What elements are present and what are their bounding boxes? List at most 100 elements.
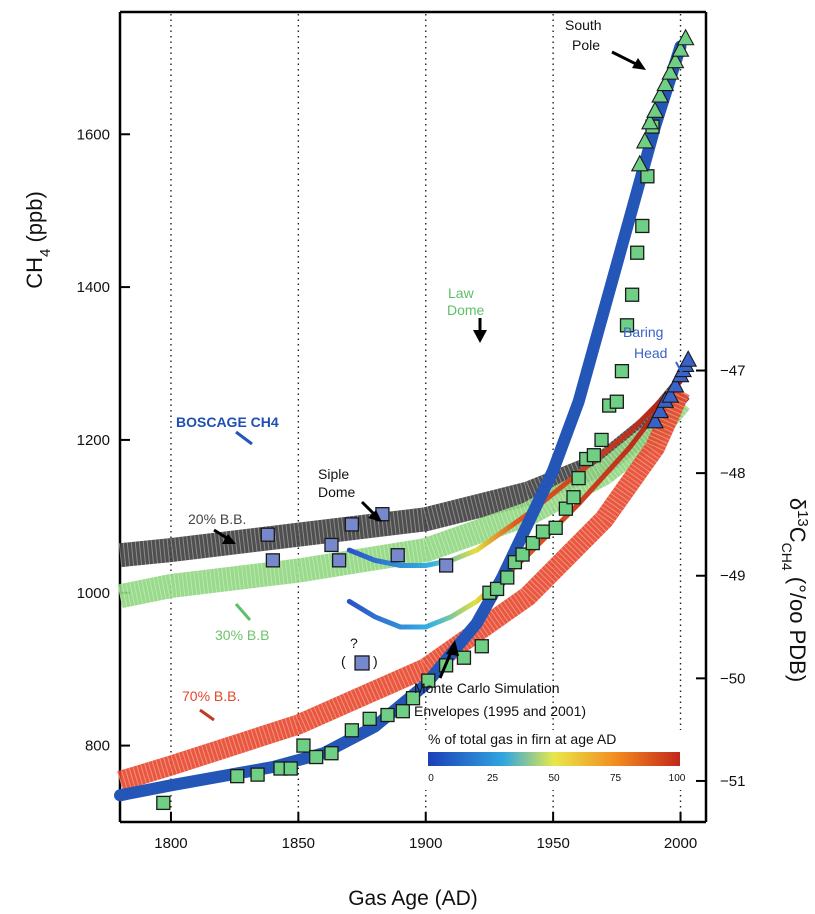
left-tick-label-1400: 1400 xyxy=(77,279,110,296)
point-law-dome-32 xyxy=(609,394,624,409)
series-monte-carlo-8 xyxy=(346,378,683,568)
colorbar-tick-75: 75 xyxy=(610,773,622,784)
svg-text:Pole: Pole xyxy=(572,37,600,53)
point-baring-head-3 xyxy=(661,386,680,403)
point-baring-head-1 xyxy=(651,401,670,419)
point-law-dome-33 xyxy=(614,364,630,379)
point-law-dome-34 xyxy=(619,318,635,333)
point-south-pole-2 xyxy=(641,112,659,130)
point-law-dome-1 xyxy=(230,769,245,784)
x-tick-label-1950: 1950 xyxy=(536,835,569,852)
svg-text:30% B.B: 30% B.B xyxy=(215,627,269,643)
point-law-dome-7 xyxy=(324,746,339,761)
point-law-dome-35 xyxy=(624,287,640,302)
boscage-series xyxy=(114,40,687,802)
point-law-dome-9 xyxy=(362,711,377,726)
x-tick-label-1800: 1800 xyxy=(154,835,187,852)
svg-text:Head: Head xyxy=(634,345,667,361)
svg-text:South: South xyxy=(565,17,602,33)
x-axis-ticks: 1800 1850 1900 1950 2000 xyxy=(154,812,697,852)
point-law-dome-6 xyxy=(309,749,324,765)
annotation-outlier: ? ( ) xyxy=(341,635,378,669)
point-law-dome-13 xyxy=(421,673,436,688)
svg-text:Baring: Baring xyxy=(623,324,663,340)
point-law-dome-18 xyxy=(489,581,505,597)
svg-text:CH4 (ppb): CH4 (ppb) xyxy=(22,191,54,289)
series-boscage-ch4 xyxy=(114,40,687,802)
point-baring-head-4 xyxy=(666,375,685,393)
point-siple-dome-0 xyxy=(260,527,275,542)
x-axis-label: Gas Age (AD) xyxy=(348,887,478,910)
point-law-dome-11 xyxy=(395,704,410,719)
right-tick-label--47: −47 xyxy=(720,363,745,380)
annotation-boscage: BOSCAGE CH4 xyxy=(176,414,279,446)
left-axis-ticks: 800 1000 1200 1400 1600 xyxy=(77,126,130,755)
point-siple-dome-3 xyxy=(331,553,347,568)
point-law-dome-37 xyxy=(635,218,650,234)
x-tick-label-1900: 1900 xyxy=(409,835,442,852)
point-south-pole-6 xyxy=(661,62,680,80)
point-siple-dome-6 xyxy=(390,548,405,563)
right-axis-label-sub: CH4 xyxy=(779,543,795,571)
annotation-siple-dome: Siple Dome xyxy=(318,466,382,522)
left-tick-label-1000: 1000 xyxy=(77,585,110,602)
point-law-dome-30 xyxy=(594,432,609,448)
point-law-dome-29 xyxy=(586,448,602,463)
point-law-dome-27 xyxy=(571,470,586,486)
point-south-pole-8 xyxy=(671,40,690,57)
x-tick-label-2000: 2000 xyxy=(664,835,697,852)
point-south-pole-4 xyxy=(651,85,670,103)
right-axis-label: δ13CCH4 (°/oo PDB) xyxy=(779,498,811,682)
point-law-dome-8 xyxy=(344,723,360,738)
right-tick-label--49: −49 xyxy=(720,568,745,585)
annotation-monte-carlo: Monte Carlo Simulation Envelopes (1995 a… xyxy=(414,640,586,719)
right-axis-ticks: −47 −48 −49 −50 −51 xyxy=(696,363,745,790)
colorbar-tick-100: 100 xyxy=(669,773,686,784)
left-axis-label-sub: 4 xyxy=(37,249,54,257)
left-axis-label-unit: (ppb) xyxy=(22,191,47,242)
series-monte-carlo-9 xyxy=(346,378,683,630)
point-law-dome-15 xyxy=(456,650,472,665)
point-law-dome-12 xyxy=(405,691,421,706)
annotation-20bb: 20% B.B. xyxy=(188,511,246,544)
point-law-dome-25 xyxy=(558,501,574,516)
point-outlier xyxy=(354,655,370,671)
point-law-dome-38 xyxy=(640,169,655,184)
point-law-dome-23 xyxy=(535,524,551,539)
annotation-30bb: 30% B.B xyxy=(215,603,269,643)
point-law-dome-26 xyxy=(566,490,581,505)
svg-text:Law: Law xyxy=(448,285,475,301)
svg-text:Siple: Siple xyxy=(318,466,349,482)
point-south-pole-5 xyxy=(656,74,675,92)
point-law-dome-36 xyxy=(630,245,645,260)
point-baring-head-8 xyxy=(679,350,698,367)
right-axis-label-c: C xyxy=(785,527,810,543)
svg-text:20% B.B.: 20% B.B. xyxy=(188,511,246,527)
colorbar-title: % of total gas in firn at age AD xyxy=(428,731,616,747)
right-axis-label-unit: (°/oo PDB) xyxy=(785,577,810,682)
point-baring-head-0 xyxy=(646,411,664,429)
right-axis-label-sup: 13 xyxy=(794,510,811,527)
right-axis-label-main: δ xyxy=(785,498,810,510)
point-law-dome-10 xyxy=(380,707,395,723)
svg-text:δ13CCH4 (°/oo PDB): δ13CCH4 (°/oo PDB) xyxy=(779,498,811,682)
series-30-b-b xyxy=(117,393,690,609)
data-markers xyxy=(156,28,698,811)
left-axis-label-main: CH xyxy=(22,257,47,289)
colorbar: % of total gas in firn at age AD 0 25 50 75… xyxy=(416,730,694,790)
right-tick-label--50: −50 xyxy=(720,670,745,687)
svg-text:Dome: Dome xyxy=(447,302,485,318)
point-siple-dome-4 xyxy=(344,517,360,532)
monte-carlo-envelopes xyxy=(346,378,683,630)
colorbar-gradient xyxy=(428,752,680,766)
point-siple-dome-1 xyxy=(265,553,281,568)
point-law-dome-16 xyxy=(474,639,489,654)
point-law-dome-19 xyxy=(500,570,515,585)
point-south-pole-9 xyxy=(676,28,695,46)
annotation-70bb: 70% B.B. xyxy=(182,688,240,722)
svg-text:): ) xyxy=(373,653,378,669)
point-law-dome-21 xyxy=(515,547,530,562)
svg-text:(: ( xyxy=(341,653,346,669)
point-south-pole-3 xyxy=(646,101,664,118)
